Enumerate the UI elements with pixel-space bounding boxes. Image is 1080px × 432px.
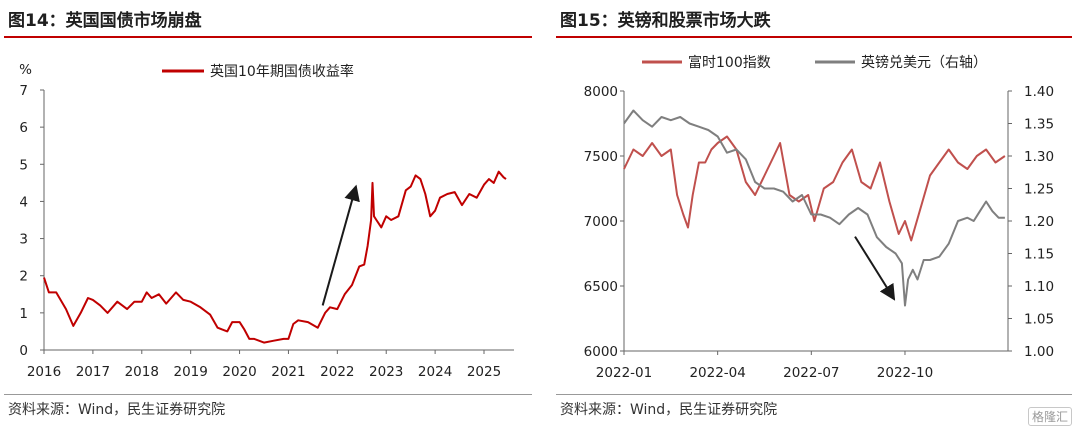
y2-tick-label: 1.00 — [1024, 344, 1054, 360]
x-tick-label: 2022-01 — [596, 365, 652, 381]
series-line-ftse100 — [623, 135, 1006, 242]
x-tick-label: 2022-10 — [877, 365, 933, 381]
y-tick-label: 6500 — [584, 279, 618, 295]
right-source-note: 资料来源：Wind，民生证券研究院 — [560, 402, 778, 418]
y2-tick-label: 1.35 — [1024, 117, 1054, 133]
y2-tick-label: 1.40 — [1024, 84, 1054, 100]
left-source-rule — [4, 394, 532, 395]
x-tick-label: 2020 — [222, 364, 256, 380]
x-tick-label: 2019 — [173, 364, 207, 380]
y-tick-label: 3 — [19, 232, 28, 248]
x-tick-label: 2018 — [125, 364, 159, 380]
y-tick-label: 4 — [19, 194, 28, 210]
x-tick-label: 2025 — [467, 364, 501, 380]
x-tick-label: 2022-04 — [689, 365, 745, 381]
y-tick-label: 1 — [19, 306, 28, 322]
trend-arrow — [854, 236, 896, 301]
y-unit-label: % — [19, 62, 32, 78]
y-tick-label: 2 — [19, 269, 28, 285]
x-tick-label: 2022 — [320, 364, 354, 380]
x-tick-label: 2023 — [369, 364, 403, 380]
y2-tick-label: 1.20 — [1024, 214, 1054, 230]
watermark-logo: 格隆汇 — [1027, 407, 1072, 426]
left-source-note: 资料来源：Wind，民生证券研究院 — [8, 402, 226, 418]
trend-arrow — [321, 184, 360, 306]
right-chart-title: 图15：英镑和股票市场大跌 — [560, 11, 771, 31]
x-tick-label: 2016 — [27, 364, 61, 380]
legend-label-gilt: 英国10年期国债收益率 — [210, 63, 354, 80]
left-chart-title: 图14：英国国债市场崩盘 — [8, 11, 202, 31]
right-title-rule — [556, 36, 1072, 38]
y2-tick-label: 1.25 — [1024, 182, 1054, 198]
x-tick-label: 2022-07 — [783, 365, 839, 381]
y-tick-label: 5 — [19, 157, 28, 173]
y-tick-label: 7500 — [584, 149, 618, 165]
y2-tick-label: 1.05 — [1024, 312, 1054, 328]
ftse-gbp-chart: 6000 6500 7000 7500 8000 1.00 1.05 1.10 1.15 1.20… — [584, 54, 1054, 381]
legend-label-ftse: 富时100指数 — [688, 54, 771, 71]
uk-gilt-yield-chart: % 0 1 2 3 4 5 6 7 2016 2017 2018 2019 2020 2021 2022 202… — [19, 62, 514, 380]
y-tick-label: 6 — [19, 120, 28, 136]
y2-tick-label: 1.15 — [1024, 247, 1054, 263]
series-line-gilt-yield — [43, 170, 507, 344]
left-panel: 图14：英国国债市场崩盘 % 0 1 2 3 4 5 6 7 2016 2017 2018 2019 20… — [4, 11, 532, 418]
right-source-rule — [556, 394, 1072, 395]
y-tick-label: 0 — [19, 343, 28, 359]
y-tick-label: 7000 — [584, 214, 618, 230]
y-tick-label: 7 — [19, 83, 28, 99]
y2-tick-label: 1.30 — [1024, 149, 1054, 165]
series-line-gbpusd — [623, 109, 1005, 307]
legend-label-gbp: 英镑兑美元（右轴） — [861, 54, 987, 71]
x-tick-label: 2024 — [418, 364, 452, 380]
right-panel: 图15：英镑和股票市场大跌 6000 6500 7000 7500 8000 1.00 1.… — [552, 0, 1080, 432]
x-tick-label: 2021 — [271, 364, 305, 380]
y2-tick-label: 1.10 — [1024, 279, 1054, 295]
left-title-rule — [4, 36, 532, 38]
x-tick-label: 2017 — [76, 364, 110, 380]
y-tick-label: 8000 — [584, 84, 618, 100]
y-tick-label: 6000 — [584, 344, 618, 360]
